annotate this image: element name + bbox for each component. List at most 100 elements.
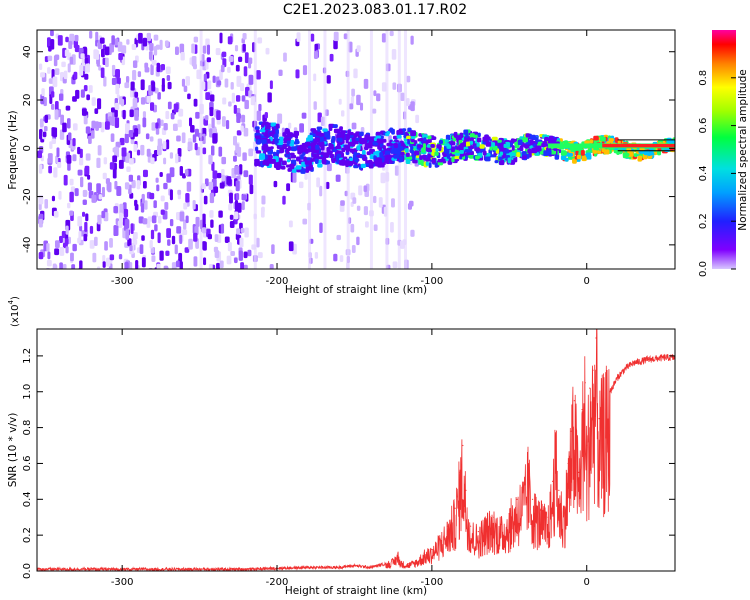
spectrogram-noise-cell [182, 173, 186, 179]
spectrogram-noise-cell [264, 111, 268, 119]
spectrogram-signal-cell [326, 147, 331, 152]
spectrogram-noise-cell [233, 135, 237, 146]
spectrogram-noise-cell [69, 210, 74, 216]
spectrogram-noise-cell [317, 112, 322, 123]
spectrogram-signal-cell [543, 150, 549, 157]
spectrogram-noise-cell [149, 192, 155, 200]
spectrogram-noise-cell [54, 109, 59, 118]
spectrogram-noise-cell [333, 253, 338, 262]
spectrogram-noise-cell [349, 103, 354, 110]
spectrogram-signal-cell [464, 136, 470, 142]
colorbar-tick-label: 0.6 [698, 118, 709, 134]
spectrogram-noise-cell [111, 117, 116, 127]
spectrogram-noise-cell [72, 243, 77, 252]
spectrogram-signal-cell [426, 149, 432, 153]
spectrogram-noise-cell [118, 212, 123, 223]
spectrogram-noise-cell [221, 51, 227, 58]
spectrogram-signal-cell [365, 160, 370, 164]
spectrogram-noise-cell [77, 216, 83, 227]
spectrogram-noise-cell [112, 167, 117, 179]
spectrogram-signal-cell [366, 151, 371, 156]
spectrogram-noise-cell [161, 84, 165, 92]
spectrogram-noise-cell [118, 52, 123, 61]
spectrogram-noise-cell [350, 223, 355, 233]
spectrogram-noise-cell [218, 146, 223, 157]
spectrogram-noise-cell [100, 122, 105, 133]
spectrogram-noise-cell [184, 247, 190, 253]
spectrogram-signal-cell [637, 155, 643, 162]
spectrogram-noise-cell [233, 155, 237, 162]
spectrogram-noise-cell [158, 215, 162, 224]
spectrogram-noise-cell [243, 66, 248, 77]
spectrogram-noise-cell [216, 110, 221, 120]
spectrogram-noise-cell [191, 43, 196, 54]
spectrogram-noise-cell [211, 161, 215, 171]
spectrogram-signal-cell [610, 135, 615, 139]
spectrogram-signal-cell [529, 139, 534, 145]
spectrogram-noise-cell [79, 260, 83, 269]
spectrogram-noise-cell [144, 62, 149, 69]
spectrogram-signal-cell [564, 157, 569, 162]
spectrogram-noise-cell [174, 244, 178, 255]
spectrogram-signal-cell [405, 135, 411, 140]
spectrogram-noise-cell [114, 117, 120, 128]
spectrogram-noise-cell [37, 150, 43, 159]
spectrogram-noise-cell [408, 200, 414, 207]
spectrogram-noise-cell [351, 88, 355, 97]
spectrogram-signal-cell [491, 136, 498, 142]
spectrogram-signal-cell [476, 142, 480, 147]
spectrogram-signal-cell [474, 134, 479, 138]
spectrogram-noise-cell [277, 113, 283, 124]
spectrogram-noise-cell [113, 146, 119, 153]
spectrogram-signal-cell [343, 160, 349, 166]
spectrogram-signal-cell [307, 134, 313, 141]
spectrogram-signal-cell [405, 152, 410, 158]
snr-point [595, 337, 597, 339]
spectrogram-noise-cell [193, 256, 198, 267]
x-tick-label: -100 [421, 276, 444, 287]
spectrogram-noise-cell [82, 199, 87, 205]
spectrogram-noise-cell [136, 180, 141, 190]
spectrogram-signal-cell [304, 160, 310, 165]
spectrogram-noise-cell [73, 71, 78, 80]
spectrogram-signal-cell [593, 135, 599, 141]
spectrogram-noise-cell [167, 101, 172, 110]
spectrogram-signal-cell [281, 160, 287, 166]
spectrogram-noise-cell [299, 181, 304, 189]
spectrogram-noise-cell [192, 134, 197, 143]
spectrogram-noise-cell [188, 117, 193, 127]
spectrogram-signal-cell [426, 156, 430, 162]
spectrogram-noise-cell [244, 227, 249, 238]
spectrogram-signal-cell [274, 138, 279, 144]
spectrogram-noise-cell [206, 44, 211, 55]
spectrogram-noise-cell [109, 237, 113, 248]
spectrogram-noise-cell [257, 252, 263, 259]
page-title: C2E1.2023.083.01.17.R02 [282, 2, 468, 18]
colorbar-tick-label: 0.0 [698, 261, 709, 277]
spectrogram-noise-cell [248, 148, 254, 157]
spectrogram-noise-cell [160, 63, 166, 71]
spectrogram-noise-cell [243, 170, 249, 178]
spectrogram-signal-cell [321, 157, 327, 164]
spectrogram-signal-cell [452, 137, 457, 142]
spectrogram-noise-cell [55, 101, 59, 111]
spectrogram-noise-cell [84, 221, 88, 232]
spectrogram-signal-cell [283, 137, 287, 144]
spectrogram-noise-cell [46, 259, 52, 267]
spectrogram-noise-cell [228, 56, 234, 62]
spectrogram-noise-cell [392, 261, 398, 269]
spectrogram-signal-cell [360, 163, 366, 169]
x-tick-label: 0 [584, 577, 590, 588]
spectrogram-noise-cell [169, 218, 174, 227]
spectrogram-noise-cell [180, 51, 185, 61]
spectrogram-noise-cell [100, 67, 105, 78]
spectrogram-noise-cell [235, 233, 240, 241]
spectrogram-noise-cell [241, 114, 246, 123]
spectrogram-signal-cell [603, 149, 610, 155]
spectrogram-signal-cell [269, 146, 274, 150]
spectrogram-noise-cell [47, 153, 53, 164]
spectrogram-signal-cell [657, 139, 663, 144]
spectrogram-signal-cell [519, 145, 524, 152]
x-tick-label: -300 [111, 577, 134, 588]
snr-point [377, 565, 379, 567]
